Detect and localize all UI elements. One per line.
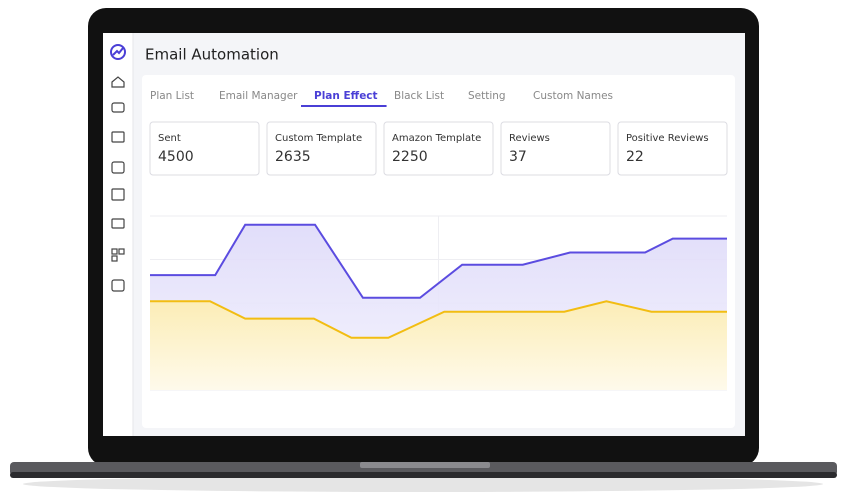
tab[interactable]: Plan List bbox=[150, 90, 194, 102]
stat-card bbox=[149, 121, 260, 176]
stat-value: 2635 bbox=[275, 149, 311, 165]
sidebar bbox=[103, 33, 133, 436]
stat-value: 37 bbox=[509, 149, 527, 165]
logo bbox=[110, 44, 126, 60]
stat-card bbox=[383, 121, 494, 176]
tab[interactable]: Black List bbox=[394, 90, 444, 102]
tab[interactable]: Setting bbox=[468, 90, 506, 102]
tab[interactable]: Email Manager bbox=[219, 90, 298, 102]
page-title: Email Automation bbox=[145, 46, 279, 64]
line bbox=[150, 300, 727, 339]
shadow bbox=[23, 476, 823, 492]
logo-mark bbox=[112, 47, 124, 56]
stat-card bbox=[617, 121, 728, 176]
stat-card bbox=[500, 121, 611, 176]
stat-label: Sent bbox=[158, 133, 181, 144]
notch bbox=[360, 462, 490, 468]
line bbox=[150, 223, 727, 299]
stat-label: Reviews bbox=[509, 133, 550, 144]
area-fill bbox=[150, 301, 727, 390]
stat-label: Custom Template bbox=[275, 133, 362, 144]
stat-label: Positive Reviews bbox=[626, 133, 709, 144]
tab[interactable]: Plan Effect bbox=[314, 90, 378, 102]
stat-value: 22 bbox=[626, 149, 644, 165]
tab[interactable]: Custom Names bbox=[533, 90, 613, 102]
stat-card bbox=[266, 121, 377, 176]
base-edge bbox=[10, 472, 837, 478]
stat-value: 4500 bbox=[158, 149, 194, 165]
stat-label: Amazon Template bbox=[392, 133, 481, 144]
sidebar-icons[interactable] bbox=[111, 76, 125, 292]
stat-value: 2250 bbox=[392, 149, 428, 165]
